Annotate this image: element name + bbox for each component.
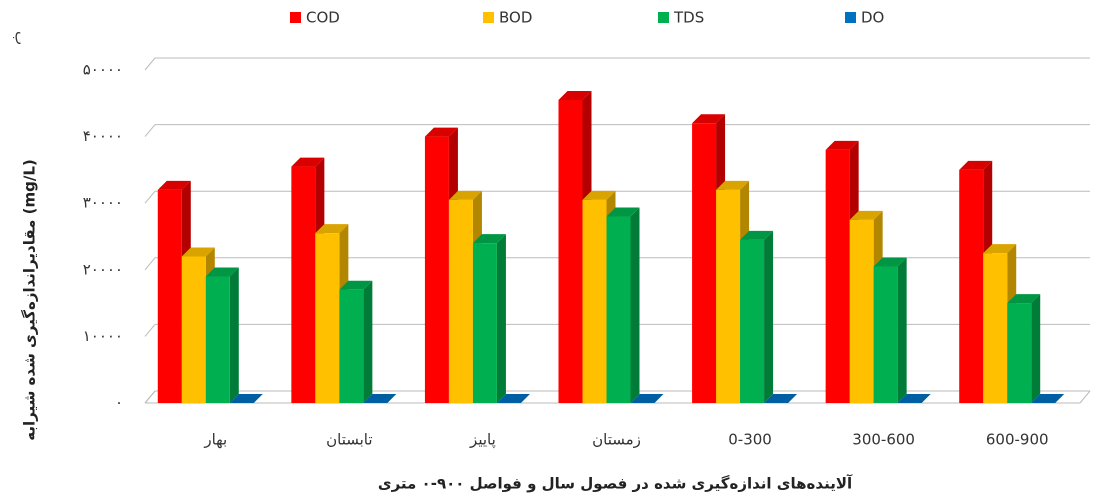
legend-label: DO bbox=[861, 9, 884, 27]
bar bbox=[582, 199, 607, 403]
grid-line bbox=[144, 390, 156, 404]
grid-line bbox=[144, 190, 156, 204]
bar-side bbox=[253, 393, 263, 403]
axis-line bbox=[1079, 390, 1091, 404]
bar-top bbox=[181, 247, 215, 257]
grid-line bbox=[144, 257, 156, 271]
bar bbox=[558, 99, 583, 403]
bar bbox=[716, 189, 741, 403]
bar-side bbox=[630, 207, 640, 403]
bar-top bbox=[205, 267, 239, 277]
bar-side bbox=[788, 393, 798, 403]
bar bbox=[181, 256, 206, 403]
bar bbox=[205, 276, 230, 403]
bar bbox=[959, 169, 984, 403]
bar bbox=[1007, 303, 1032, 403]
bar-top bbox=[424, 127, 458, 137]
bar-top bbox=[1031, 393, 1065, 403]
grid-line bbox=[144, 324, 156, 337]
bar bbox=[315, 233, 340, 403]
x-tick-label: پاییز bbox=[469, 431, 496, 450]
legend-swatch bbox=[290, 12, 301, 23]
bar bbox=[873, 266, 898, 403]
bar-top bbox=[630, 393, 664, 403]
y-tick-label: ۲۰۰۰۰ bbox=[83, 260, 123, 278]
x-tick-label: 0-300 bbox=[728, 431, 772, 449]
bar-side bbox=[1031, 294, 1041, 403]
y-tick-label: ۰ bbox=[115, 394, 123, 412]
x-tick-label: تابستان bbox=[326, 431, 372, 449]
x-tick-label: زمستان bbox=[592, 431, 641, 449]
bar-top bbox=[558, 90, 592, 100]
bar-top bbox=[496, 393, 530, 403]
bar-top bbox=[716, 180, 750, 190]
bar-side bbox=[764, 230, 774, 403]
bar-top bbox=[983, 244, 1017, 254]
bar-top bbox=[692, 114, 726, 124]
bar-top bbox=[959, 160, 993, 170]
y-axis-label: مقادیراندازه‌گیری شده شیرابه (mg/L) bbox=[21, 159, 39, 441]
y-tick-label: ۴۰۰۰۰ bbox=[83, 127, 123, 145]
bar bbox=[849, 219, 874, 403]
bar-top bbox=[740, 230, 774, 240]
bar bbox=[983, 253, 1008, 403]
bar bbox=[424, 136, 449, 403]
bar-top bbox=[897, 393, 931, 403]
bar bbox=[606, 216, 631, 403]
bar-top bbox=[229, 393, 263, 403]
bar bbox=[339, 289, 364, 403]
bar-side bbox=[1055, 393, 1065, 403]
bar bbox=[448, 199, 473, 403]
bar-top bbox=[825, 140, 859, 150]
bar bbox=[157, 189, 182, 403]
bar-side bbox=[921, 393, 931, 403]
x-tick-label: 300-600 bbox=[852, 431, 915, 449]
bar-top bbox=[582, 190, 616, 200]
bar-top bbox=[315, 224, 349, 234]
bar bbox=[825, 149, 850, 403]
y-tick-label: ۵۰۰۰۰ bbox=[83, 61, 123, 79]
bar-top bbox=[606, 207, 640, 217]
bar-side bbox=[229, 267, 239, 403]
legend-label: BOD bbox=[499, 9, 532, 27]
bar bbox=[692, 123, 717, 403]
x-axis-label: آلاینده‌های اندازه‌گیری شده در فصول سال … bbox=[378, 475, 853, 493]
bar-side bbox=[520, 393, 530, 403]
legend-label: TDS bbox=[673, 9, 704, 27]
bar-top bbox=[849, 210, 883, 220]
y-tick-label: ۳۰۰۰۰ bbox=[83, 194, 123, 212]
bar-top bbox=[363, 393, 397, 403]
legend-swatch bbox=[658, 12, 669, 23]
legend-label: COD bbox=[306, 9, 340, 27]
bar bbox=[472, 243, 497, 403]
x-tick-label: 600-900 bbox=[986, 431, 1049, 449]
bar-top bbox=[472, 234, 506, 244]
bar-top bbox=[291, 157, 325, 167]
x-tick-label: بهار bbox=[203, 431, 227, 449]
grid-line bbox=[144, 57, 156, 71]
bar-top bbox=[873, 257, 907, 267]
grid-line bbox=[144, 124, 156, 137]
bar-top bbox=[764, 393, 798, 403]
bar-top bbox=[448, 190, 482, 200]
bar-side bbox=[363, 280, 373, 403]
panel-label: ب bbox=[12, 31, 30, 45]
bar bbox=[291, 166, 316, 403]
bar-side bbox=[654, 393, 664, 403]
legend-swatch bbox=[483, 12, 494, 23]
bar-side bbox=[897, 257, 907, 403]
bar-side bbox=[496, 234, 506, 403]
y-tick-label: ۱۰۰۰۰ bbox=[83, 327, 123, 345]
bar-top bbox=[339, 280, 373, 290]
bar-side bbox=[387, 393, 397, 403]
bar bbox=[740, 239, 765, 403]
bar-top bbox=[1007, 294, 1041, 304]
legend-swatch bbox=[845, 12, 856, 23]
bar-top bbox=[157, 180, 191, 190]
